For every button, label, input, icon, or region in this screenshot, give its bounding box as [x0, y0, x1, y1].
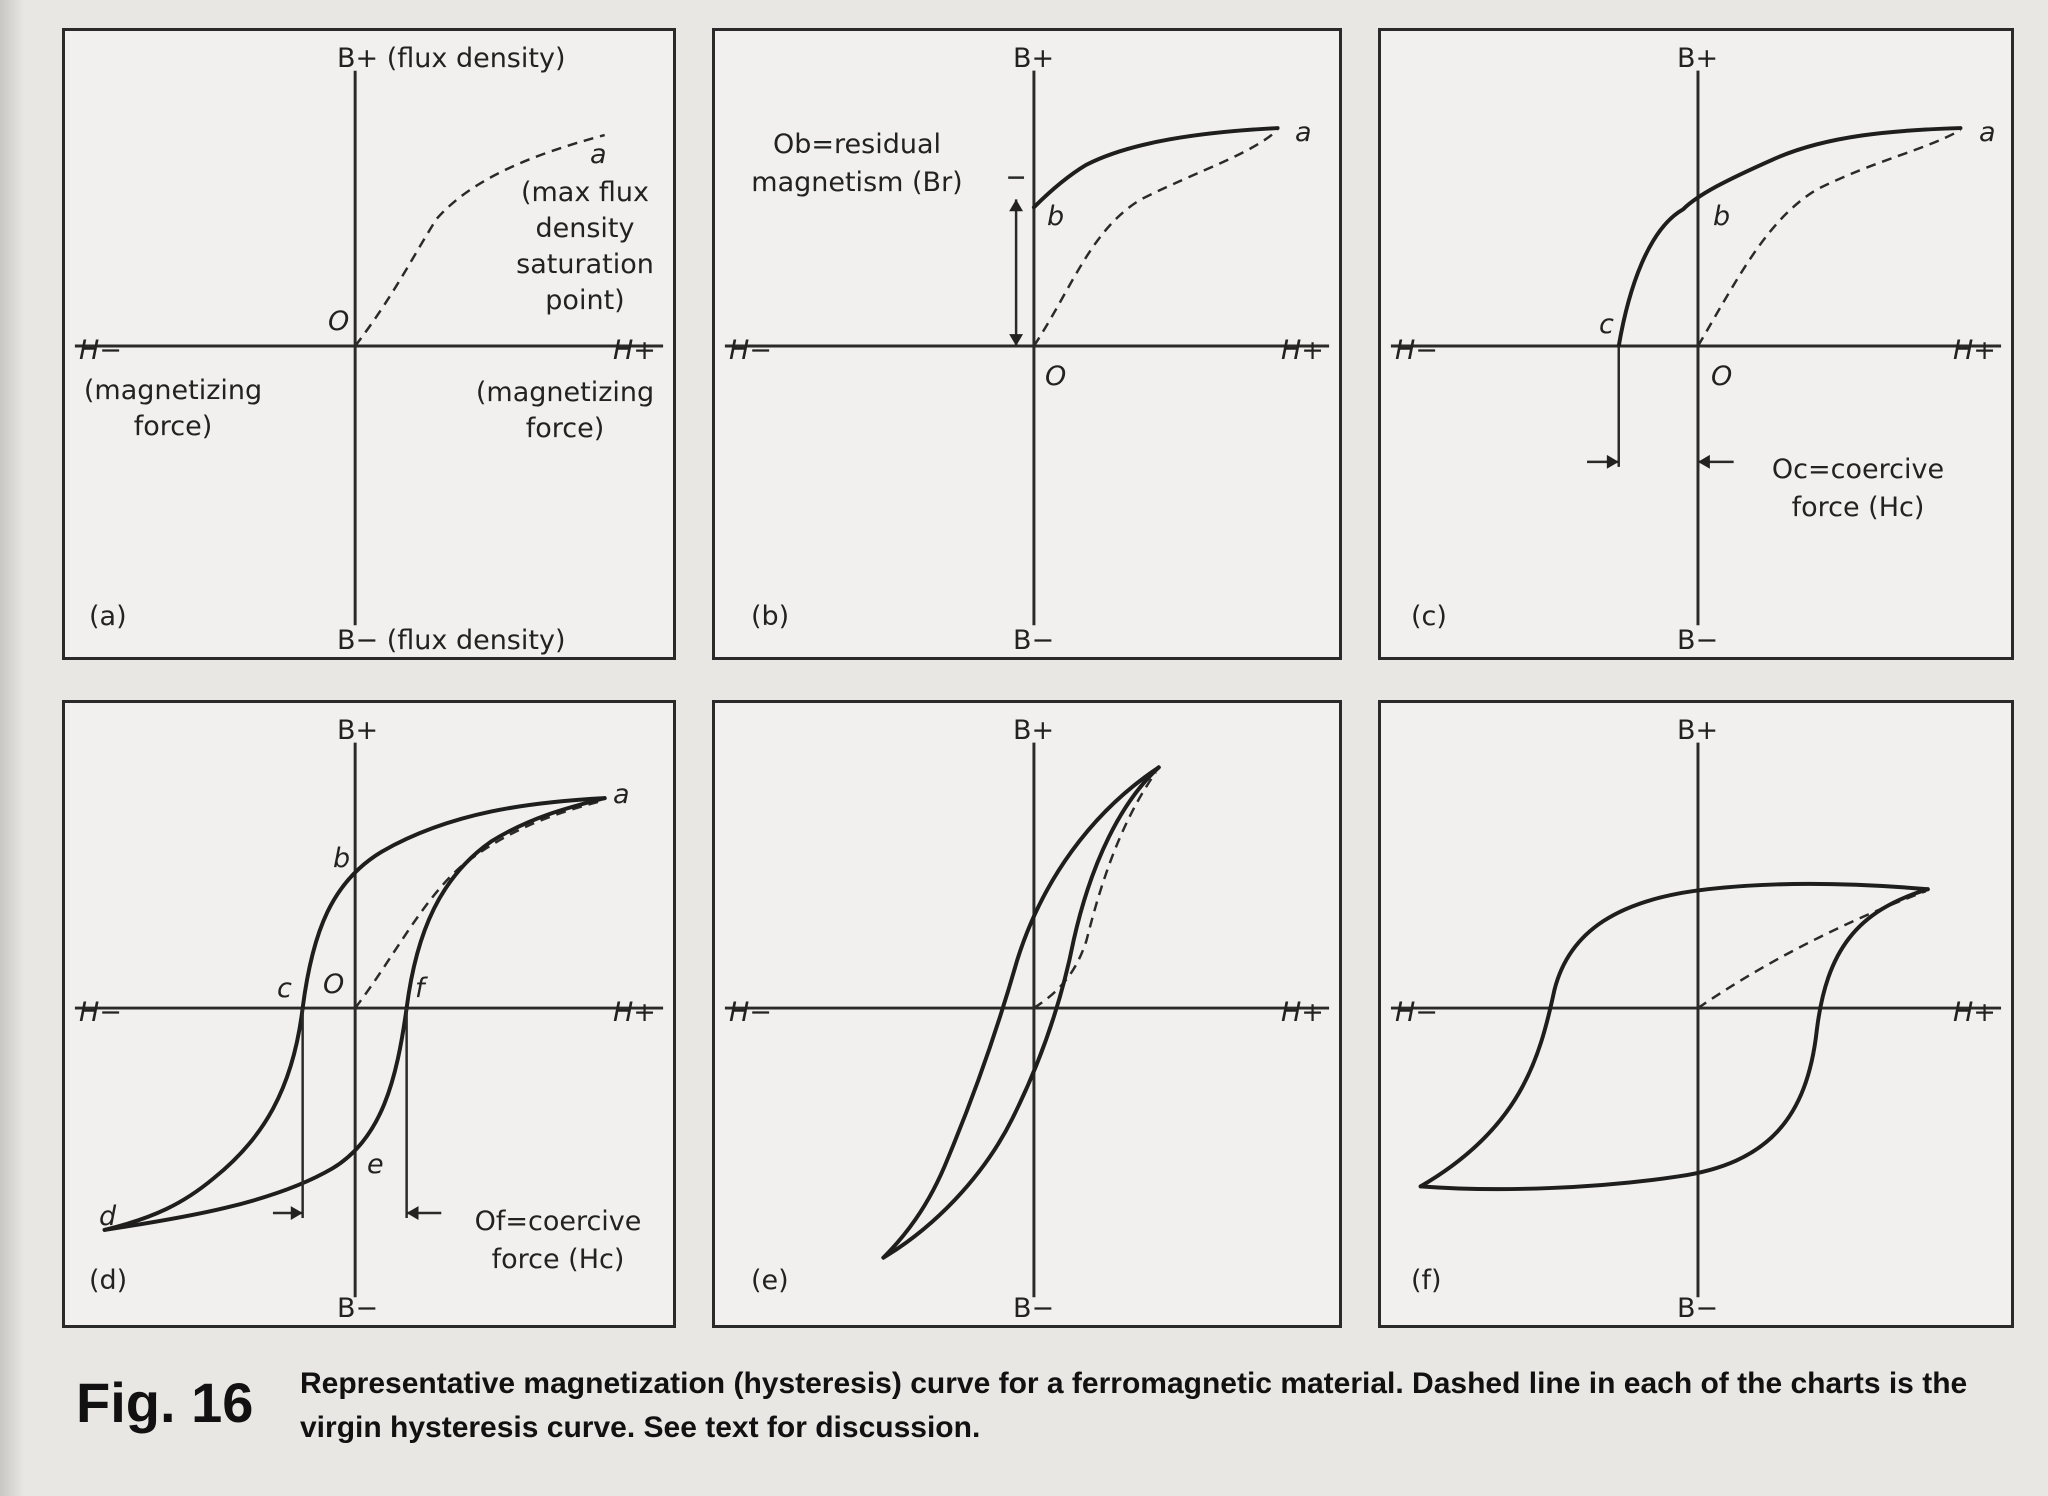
point-b-label: b [1047, 201, 1065, 232]
hysteresis-ascending-branch [1418, 887, 1930, 1192]
panel-c: B+ B− H− H+ O a b c Oc=coercive force (H… [1378, 28, 2014, 660]
point-a-note: (max flux density saturation point) [516, 177, 654, 316]
right-axis-label: H+ [1953, 335, 1996, 366]
panel-c-plot [1390, 70, 2002, 626]
page-binding-shadow [0, 0, 24, 1496]
panel-tag: (c) [1411, 601, 1447, 632]
point-c-label: c [277, 973, 292, 1004]
hysteresis-descending-branch [102, 796, 607, 1232]
origin-label: O [328, 306, 350, 337]
top-axis-label: B+ (flux density) [337, 43, 566, 74]
panel-b: B+ B− H− H+ O a b Ob=residual magnetism … [712, 28, 1342, 660]
hc-right-arrowhead [406, 1206, 419, 1220]
figure-label: Fig. 16 [76, 1371, 254, 1434]
bottom-axis-label: B− (flux density) [337, 625, 566, 656]
hc-left-arrowhead [290, 1206, 303, 1220]
residual-magnetism-note: Ob=residual magnetism (Br) [751, 129, 963, 198]
point-c-label: c [1599, 309, 1614, 340]
panel-tag: (f) [1411, 1265, 1442, 1296]
left-axis-label: H− [1395, 335, 1438, 366]
panel-a-plot [74, 70, 664, 626]
top-axis-label: B+ [1677, 715, 1719, 746]
bottom-axis-label: B− [1013, 1293, 1055, 1324]
top-axis-label: B+ [337, 715, 379, 746]
origin-label: O [1711, 361, 1733, 392]
point-d-label: d [99, 1201, 117, 1232]
left-axis-sublabel: (magnetizing force) [83, 375, 263, 442]
panel-tag: (a) [89, 601, 127, 632]
top-axis-label: B+ [1677, 43, 1719, 74]
point-a-label: a [590, 139, 607, 170]
right-axis-label: H+ [1953, 997, 1996, 1028]
panel-b-plot [724, 70, 1330, 626]
panel-tag: (d) [89, 1265, 128, 1296]
virgin-curve [1033, 771, 1157, 1010]
bottom-axis-label: B− [1677, 625, 1719, 656]
point-e-label: e [367, 1149, 384, 1180]
panel-f: B+ B− H− H+ (f) [1378, 700, 2014, 1328]
origin-label: O [1045, 361, 1067, 392]
left-axis-label: H− [1395, 997, 1438, 1028]
figure-caption: Representative magnetization (hysteresis… [300, 1367, 1968, 1444]
panel-e: B+ B− H− H+ (e) [712, 700, 1342, 1328]
hysteresis-descending-branch [881, 765, 1161, 1260]
panel-d: B+ B− H− H+ O a b c d e f Of=coercive fo… [62, 700, 676, 1328]
panel-e-plot [724, 742, 1330, 1298]
point-a-label: a [1979, 117, 1996, 148]
right-axis-label: H+ [613, 997, 656, 1028]
point-b-label: b [333, 843, 351, 874]
panel-tag: (b) [751, 601, 790, 632]
right-axis-label: H+ [1281, 335, 1324, 366]
bottom-axis-label: B− [337, 1293, 379, 1324]
right-axis-sublabel: (magnetizing force) [475, 377, 655, 444]
virgin-curve [1697, 890, 1927, 1010]
coercive-force-note: Of=coercive force (Hc) [474, 1206, 642, 1275]
point-f-label: f [415, 973, 425, 1004]
coercive-force-note: Oc=coercive force (Hc) [1771, 454, 1945, 523]
br-arrow-up [1009, 199, 1024, 212]
point-b-label: b [1713, 201, 1731, 232]
left-axis-label: H− [79, 335, 122, 366]
panel-f-plot [1390, 742, 2002, 1298]
virgin-curve [354, 798, 605, 1009]
left-axis-label: H− [729, 997, 772, 1028]
left-axis-label: H− [729, 335, 772, 366]
br-arrow-down [1009, 334, 1024, 346]
panel-d-plot [74, 742, 664, 1298]
virgin-curve [354, 133, 605, 347]
right-axis-label: H+ [613, 335, 656, 366]
virgin-curve [1696, 128, 1962, 347]
hysteresis-curve [1616, 126, 1963, 348]
right-axis-label: H+ [1281, 997, 1324, 1028]
hc-right-arrowhead [1697, 454, 1710, 469]
virgin-curve [1032, 129, 1279, 347]
panel-tag: (e) [751, 1265, 789, 1296]
bottom-axis-label: B− [1013, 625, 1055, 656]
left-axis-label: H− [79, 997, 122, 1028]
point-a-label: a [1295, 117, 1312, 148]
top-axis-label: B+ [1013, 715, 1055, 746]
panel-a: B+ (flux density) B− (flux density) H− (… [62, 28, 676, 660]
bottom-axis-label: B− [1677, 1293, 1719, 1324]
hysteresis-curve [1031, 126, 1280, 210]
hysteresis-ascending-branch [881, 765, 1161, 1260]
hysteresis-descending-branch [1418, 881, 1930, 1189]
top-axis-label: B+ [1013, 43, 1055, 74]
hc-left-arrowhead [1606, 454, 1619, 469]
point-a-label: a [613, 779, 630, 810]
origin-label: O [323, 969, 345, 1000]
